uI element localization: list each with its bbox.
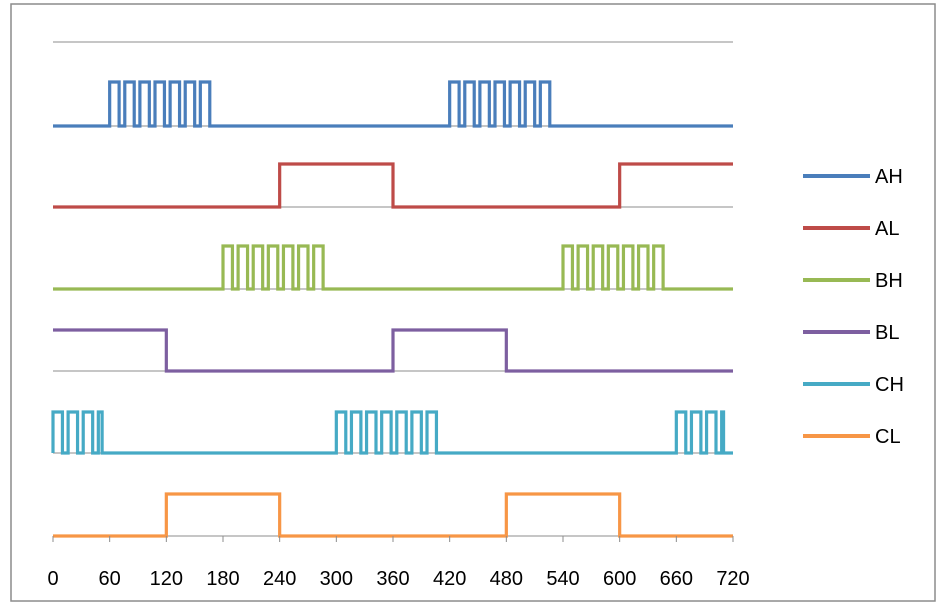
x-tick-label-660: 660 xyxy=(660,568,693,590)
legend-label-cl: CL xyxy=(875,426,901,448)
x-tick-label-600: 600 xyxy=(603,568,636,590)
x-tick-label-480: 480 xyxy=(490,568,523,590)
x-tick-label-240: 240 xyxy=(263,568,296,590)
x-axis: 0 60 120 180 240 300 360 420 480 540 600 660 720 xyxy=(47,536,750,590)
x-tick-label-0: 0 xyxy=(47,568,58,590)
legend: AH AL BH BL CH CL xyxy=(803,166,904,448)
x-tick-label-360: 360 xyxy=(376,568,409,590)
x-tick-label-180: 180 xyxy=(206,568,239,590)
x-tick-label-300: 300 xyxy=(320,568,353,590)
series-line-al xyxy=(53,162,733,209)
x-tick-label-540: 540 xyxy=(546,568,579,590)
series-line-bh xyxy=(53,244,733,291)
legend-label-ah: AH xyxy=(875,166,903,188)
x-tick-label-120: 120 xyxy=(150,568,183,590)
series-line-bl xyxy=(53,328,733,373)
legend-label-ch: CH xyxy=(875,374,904,396)
legend-label-bh: BH xyxy=(875,270,903,292)
series-line-ch xyxy=(51,410,733,455)
legend-label-bl: BL xyxy=(875,322,899,344)
x-tick-label-60: 60 xyxy=(99,568,121,590)
traces-group xyxy=(51,80,733,538)
x-tick-label-720: 720 xyxy=(716,568,749,590)
legend-label-al: AL xyxy=(875,218,899,240)
x-tick-label-420: 420 xyxy=(433,568,466,590)
series-line-ah xyxy=(53,80,733,128)
